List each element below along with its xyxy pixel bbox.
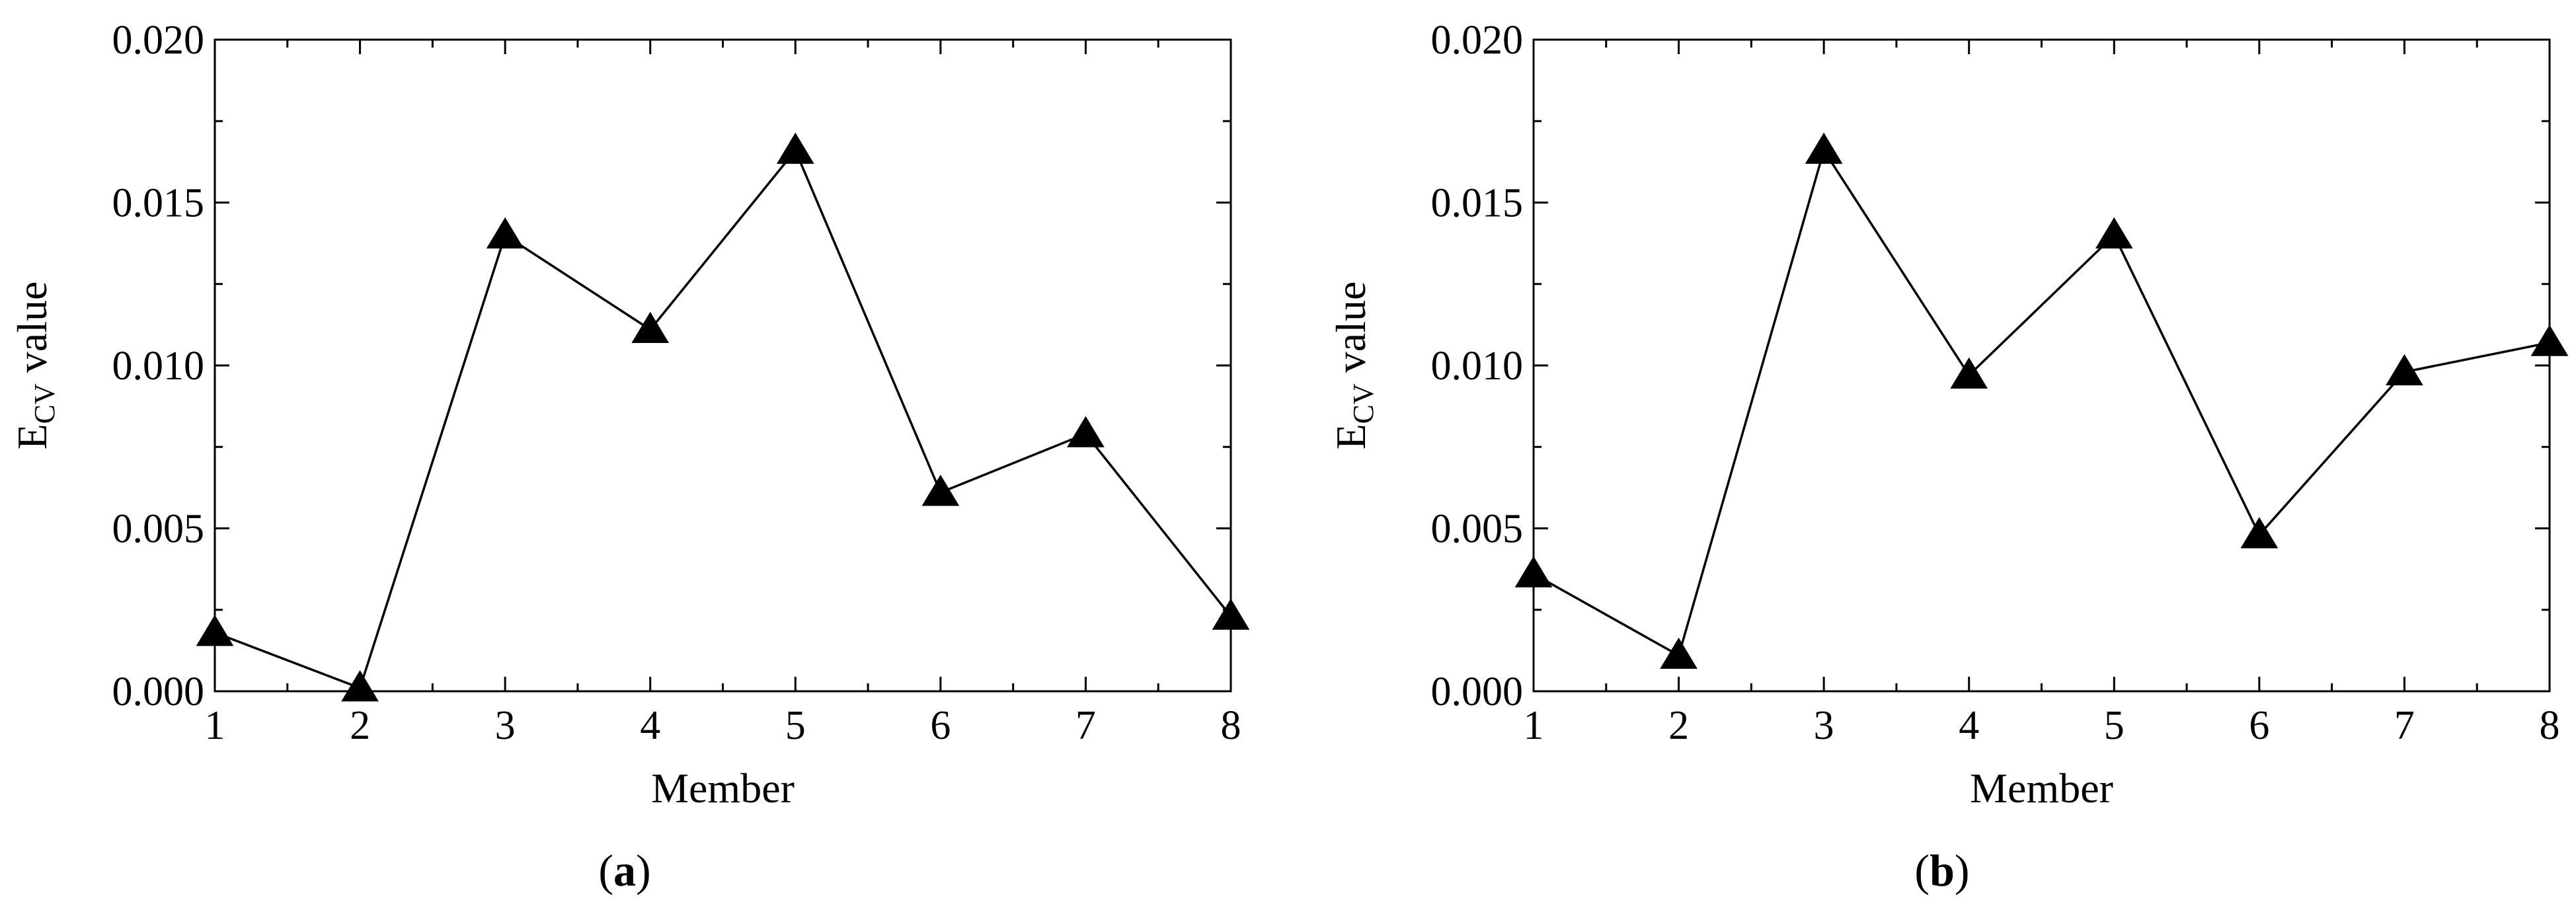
- series-line: [214, 148, 1232, 690]
- x-tick-label: 6: [930, 703, 951, 748]
- panel-caption-close: ): [636, 845, 651, 895]
- y-tick-label: 0.005: [112, 507, 205, 552]
- plot-frame: [214, 38, 1232, 693]
- y-tick-label: 0.020: [112, 18, 205, 63]
- data-point-marker: [196, 615, 234, 646]
- x-tick-label: 7: [2394, 703, 2415, 748]
- y-axis-label-suffix: value: [1327, 282, 1374, 384]
- y-axis-label-subscript: CV: [1347, 383, 1380, 424]
- data-point-marker: [1805, 132, 1843, 164]
- chart-panel-b: 1 2 3 4 5 6 7 8 0.000 0.005 0.010 0.015 0.020 Member E…: [1327, 18, 2569, 895]
- y-tick-label: 0.010: [1431, 344, 1524, 389]
- data-point-marker: [2386, 354, 2423, 386]
- data-point-marker: [1660, 637, 1698, 669]
- y-axis-label-subscript: CV: [28, 383, 61, 424]
- x-axis-label: Member: [1970, 765, 2113, 812]
- data-point-marker: [2530, 324, 2569, 356]
- data-point-marker: [1950, 357, 1988, 389]
- x-axis-label: Member: [651, 765, 795, 812]
- series-line: [1533, 147, 2550, 658]
- chart-panel-a: 1 2 3 4 5 6 7 8 0.000 0.005 0.010 0.015 0.020 Member E…: [9, 18, 1250, 895]
- y-tick-label: 0.005: [1431, 507, 1524, 552]
- y-tick-label: 0.020: [1431, 18, 1524, 63]
- x-tick-label: 8: [2540, 703, 2560, 748]
- panel-caption: (a): [598, 845, 650, 895]
- y-tick-label: 0.015: [1431, 181, 1524, 226]
- x-tick-label: 5: [2104, 703, 2125, 748]
- panel-caption-letter: a: [613, 845, 636, 895]
- data-point-marker: [2240, 517, 2279, 549]
- x-tick-label: 3: [495, 703, 516, 748]
- plot-frame: [1532, 38, 2551, 693]
- panel-caption-letter: b: [1930, 845, 1955, 895]
- y-tick-label: 0.000: [1431, 669, 1524, 714]
- panel-caption: (b): [1914, 845, 1969, 895]
- data-point-marker: [341, 670, 379, 702]
- data-point-marker: [486, 217, 524, 249]
- y-axis-label-main: E: [1327, 424, 1374, 449]
- x-tick-label: 1: [205, 703, 225, 748]
- x-tick-label: 2: [350, 703, 370, 748]
- panel-caption-open: (: [1914, 845, 1930, 895]
- panel-caption-close: ): [1955, 845, 1970, 895]
- data-point-marker: [631, 311, 670, 344]
- x-tick-label: 5: [785, 703, 806, 748]
- data-point-marker: [1514, 556, 1553, 588]
- y-tick-label: 0.010: [112, 344, 205, 389]
- y-tick-label: 0.015: [112, 181, 205, 226]
- x-tick-label: 1: [1524, 703, 1544, 748]
- x-tick-label: 6: [2249, 703, 2269, 748]
- data-point-marker: [921, 474, 960, 506]
- data-point-marker: [2095, 217, 2133, 249]
- y-axis-label-main: E: [9, 424, 56, 449]
- x-tick-label: 4: [1959, 703, 1979, 748]
- x-tick-label: 3: [1814, 703, 1834, 748]
- data-point-marker: [1067, 416, 1105, 447]
- x-tick-label: 4: [640, 703, 660, 748]
- y-tick-label: 0.000: [112, 669, 205, 714]
- y-axis-label: ECV value: [1327, 282, 1380, 450]
- y-axis-label-suffix: value: [9, 282, 56, 384]
- x-tick-label: 8: [1221, 703, 1241, 748]
- x-tick-label: 7: [1075, 703, 1096, 748]
- x-tick-label: 2: [1668, 703, 1689, 748]
- data-point-marker: [1212, 598, 1250, 630]
- panel-caption-open: (: [598, 845, 613, 895]
- y-axis-label: ECV value: [9, 282, 61, 450]
- data-point-marker: [776, 132, 814, 164]
